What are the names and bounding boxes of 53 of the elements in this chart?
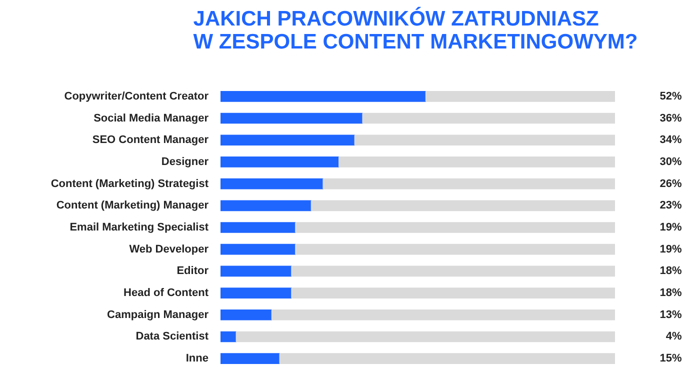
bar bbox=[220, 353, 280, 364]
data-label: 18% bbox=[660, 265, 682, 278]
data-label: 36% bbox=[660, 112, 682, 124]
data-label: 13% bbox=[660, 308, 682, 321]
y-tick-label: Head of Content bbox=[124, 287, 209, 300]
bar bbox=[220, 331, 237, 342]
bar bbox=[220, 134, 356, 146]
bar bbox=[295, 222, 615, 233]
bar bbox=[220, 91, 426, 102]
data-label: 23% bbox=[660, 200, 682, 212]
bar bbox=[291, 266, 615, 277]
bar bbox=[220, 222, 296, 233]
data-label: 18% bbox=[660, 287, 682, 300]
bar bbox=[362, 112, 615, 124]
bar bbox=[220, 266, 292, 277]
data-label: 19% bbox=[660, 222, 682, 234]
bar bbox=[271, 309, 615, 320]
bar bbox=[338, 156, 615, 168]
bar bbox=[310, 200, 615, 212]
data-label: 52% bbox=[660, 90, 682, 102]
bar bbox=[354, 134, 615, 146]
bar bbox=[220, 178, 324, 190]
y-tick-label: Web Developer bbox=[129, 243, 210, 256]
bar bbox=[220, 288, 292, 298]
bar bbox=[220, 244, 296, 255]
bar bbox=[425, 91, 615, 102]
data-label: 19% bbox=[660, 243, 682, 256]
chart-title: JAKICH PRACOWNIKÓW ZATRUDNIASZ W ZESPOLE CONTENT MARKETINGOWYM? bbox=[193, 6, 638, 54]
bar bbox=[236, 331, 615, 342]
bar bbox=[279, 353, 615, 364]
bar bbox=[220, 309, 272, 320]
y-tick-label: Content (Marketing) Manager bbox=[56, 200, 210, 212]
y-tick-label: Inne bbox=[186, 352, 209, 365]
data-label: 26% bbox=[660, 178, 682, 190]
y-tick-label: Content (Marketing) Strategist bbox=[50, 178, 209, 190]
bar bbox=[291, 288, 615, 298]
y-tick-label: Social Media Manager bbox=[94, 112, 210, 124]
y-tick-label: Campaign Manager bbox=[107, 308, 210, 321]
y-tick-label: Editor bbox=[176, 265, 210, 278]
bar bbox=[220, 112, 364, 124]
y-tick-label: Data Scientist bbox=[136, 330, 209, 343]
data-label: 34% bbox=[660, 134, 682, 146]
data-label: 15% bbox=[660, 352, 682, 365]
data-label: 4% bbox=[666, 330, 682, 343]
y-tick-label: Designer bbox=[161, 156, 210, 168]
bar bbox=[322, 178, 615, 190]
data-label: 30% bbox=[660, 156, 682, 168]
bar bbox=[295, 244, 615, 255]
y-tick-label: SEO Content Manager bbox=[92, 134, 210, 146]
bar bbox=[220, 156, 340, 168]
bar bbox=[220, 200, 312, 212]
y-tick-label: Copywriter/Content Creator bbox=[64, 90, 210, 102]
y-tick-label: Email Marketing Specialist bbox=[70, 222, 209, 234]
